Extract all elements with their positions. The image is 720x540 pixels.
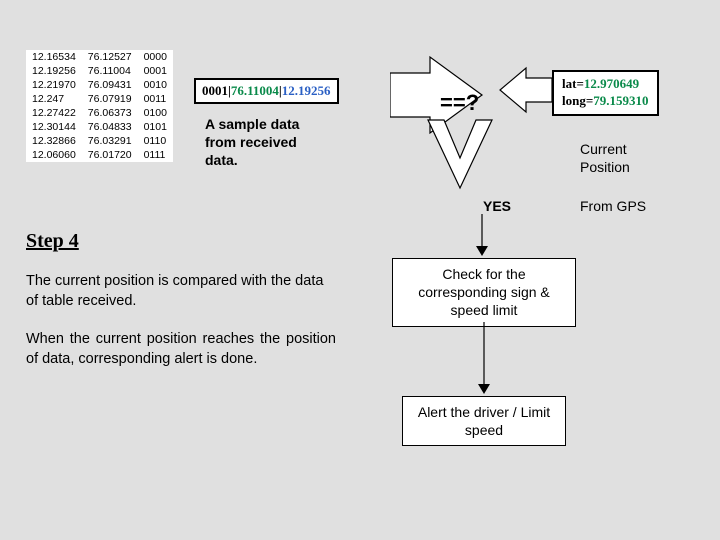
table-row: 12.0606076.017200111 <box>26 148 173 162</box>
step-paragraph-1: The current position is compared with th… <box>26 272 336 311</box>
table-cell: 0011 <box>138 92 173 106</box>
table-cell: 0100 <box>138 106 173 120</box>
table-cell: 12.27422 <box>26 106 82 120</box>
table-cell: 12.32866 <box>26 134 82 148</box>
from-gps-label: From GPS <box>580 198 646 214</box>
down-arrow-2-icon <box>472 322 496 396</box>
arrow-left-into-latlong <box>498 66 553 116</box>
data-table: 12.1653476.12527000012.1925676.110040001… <box>26 50 173 162</box>
current-position-label: CurrentPosition <box>580 140 630 176</box>
table-cell: 0110 <box>138 134 173 148</box>
table-cell: 12.30144 <box>26 120 82 134</box>
table-cell: 0001 <box>138 64 173 78</box>
lat-value: 12.970649 <box>584 76 639 91</box>
table-row: 12.2742276.063730100 <box>26 106 173 120</box>
table-cell: 0101 <box>138 120 173 134</box>
table-row: 12.24776.079190011 <box>26 92 173 106</box>
table-cell: 12.19256 <box>26 64 82 78</box>
table-cell: 76.09431 <box>82 78 138 92</box>
sample-part-3: 12.19256 <box>282 83 331 98</box>
table-row: 12.3014476.048330101 <box>26 120 173 134</box>
table-cell: 76.01720 <box>82 148 138 162</box>
table-cell: 76.12527 <box>82 50 138 64</box>
equals-question: ==? <box>440 90 479 116</box>
table-cell: 76.07919 <box>82 92 138 106</box>
table-cell: 12.06060 <box>26 148 82 162</box>
table-cell: 76.03291 <box>82 134 138 148</box>
long-label: long= <box>562 93 593 108</box>
table-row: 12.1653476.125270000 <box>26 50 173 64</box>
step-paragraph-2: When the current position reaches the po… <box>26 330 336 369</box>
flow-box-check: Check for the corresponding sign & speed… <box>392 258 576 327</box>
step-title: Step 4 <box>26 230 79 253</box>
sample-part-1: 0001 <box>202 83 228 98</box>
table-cell: 12.247 <box>26 92 82 106</box>
table-cell: 0000 <box>138 50 173 64</box>
lat-label: lat= <box>562 76 584 91</box>
sample-caption: A sample datafrom receiveddata. <box>205 115 299 170</box>
table-cell: 76.06373 <box>82 106 138 120</box>
down-arrow-1-icon <box>470 214 494 258</box>
table-cell: 76.11004 <box>82 64 138 78</box>
table-row: 12.2197076.094310010 <box>26 78 173 92</box>
latlong-box: lat=12.970649 long=79.159310 <box>552 70 659 116</box>
sample-data-box: 0001|76.11004|12.19256 <box>194 78 339 104</box>
down-v-arrow-icon <box>420 118 500 198</box>
table-cell: 12.16534 <box>26 50 82 64</box>
long-value: 79.159310 <box>593 93 648 108</box>
table-row: 12.3286676.032910110 <box>26 134 173 148</box>
table-row: 12.1925676.110040001 <box>26 64 173 78</box>
sample-part-2: 76.11004 <box>231 83 279 98</box>
table-cell: 12.21970 <box>26 78 82 92</box>
yes-label: YES <box>483 198 511 214</box>
table-cell: 0111 <box>138 148 173 162</box>
table-cell: 0010 <box>138 78 173 92</box>
table-cell: 76.04833 <box>82 120 138 134</box>
flow-box-alert: Alert the driver / Limit speed <box>402 396 566 446</box>
